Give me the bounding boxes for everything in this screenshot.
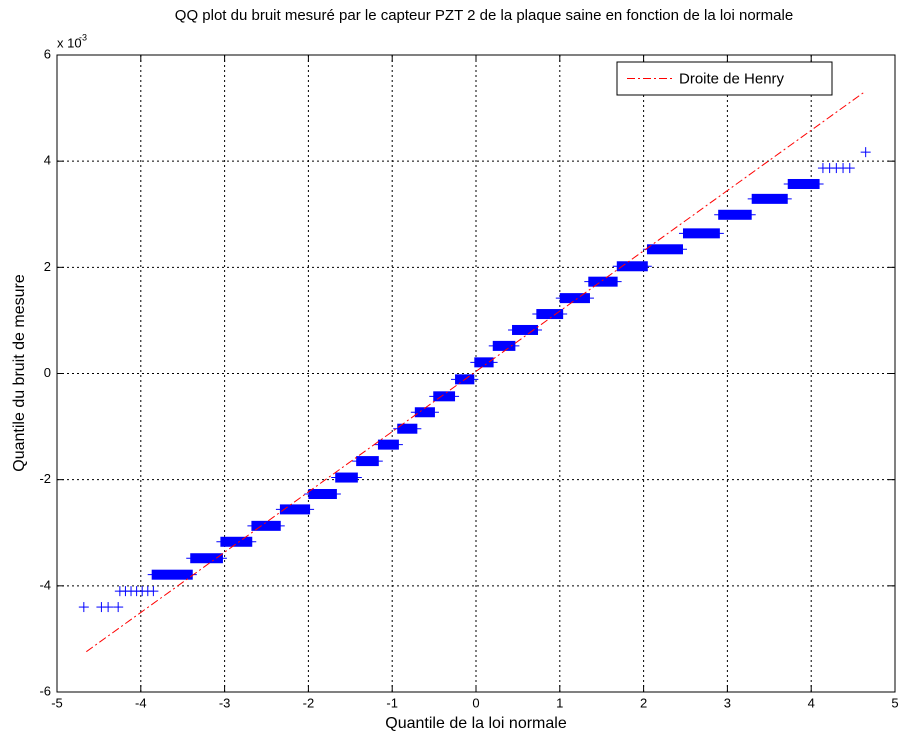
step-plus-row xyxy=(114,586,159,597)
x-tick-label: 0 xyxy=(472,695,479,710)
y-multiplier: x 10 xyxy=(57,35,82,50)
y-tick-label: -4 xyxy=(39,577,51,592)
legend-label: Droite de Henry xyxy=(679,70,785,87)
x-tick-label: -5 xyxy=(51,695,63,710)
plot-frame xyxy=(56,54,896,693)
step-plus-row xyxy=(817,163,855,174)
y-multiplier-exponent: -3 xyxy=(79,32,87,42)
x-tick-label: 4 xyxy=(808,695,815,710)
x-tick-label: 1 xyxy=(556,695,563,710)
point xyxy=(78,602,89,613)
y-tick-label: -2 xyxy=(39,471,51,486)
y-tick-label: 0 xyxy=(44,365,51,380)
x-axis-label: Quantile de la loi normale xyxy=(385,715,567,732)
y-tick-label: -6 xyxy=(39,683,51,698)
x-tick-label: 5 xyxy=(891,695,898,710)
x-tick-label: -2 xyxy=(303,695,315,710)
point xyxy=(860,147,871,158)
x-tick-label: 3 xyxy=(724,695,731,710)
y-tick-label: 4 xyxy=(44,153,51,168)
legend-box xyxy=(616,61,833,96)
y-axis-label: Quantile du bruit de mesure xyxy=(11,274,28,472)
x-tick-label: -3 xyxy=(219,695,231,710)
y-tick-label: 6 xyxy=(44,46,51,61)
point xyxy=(103,602,114,613)
chart-title: QQ plot du bruit mesuré par le capteur P… xyxy=(175,7,793,24)
y-tick-label: 2 xyxy=(44,259,51,274)
x-tick-label: 2 xyxy=(640,695,647,710)
x-tick-label: -1 xyxy=(386,695,398,710)
point xyxy=(113,602,124,613)
x-tick-label: -4 xyxy=(135,695,147,710)
